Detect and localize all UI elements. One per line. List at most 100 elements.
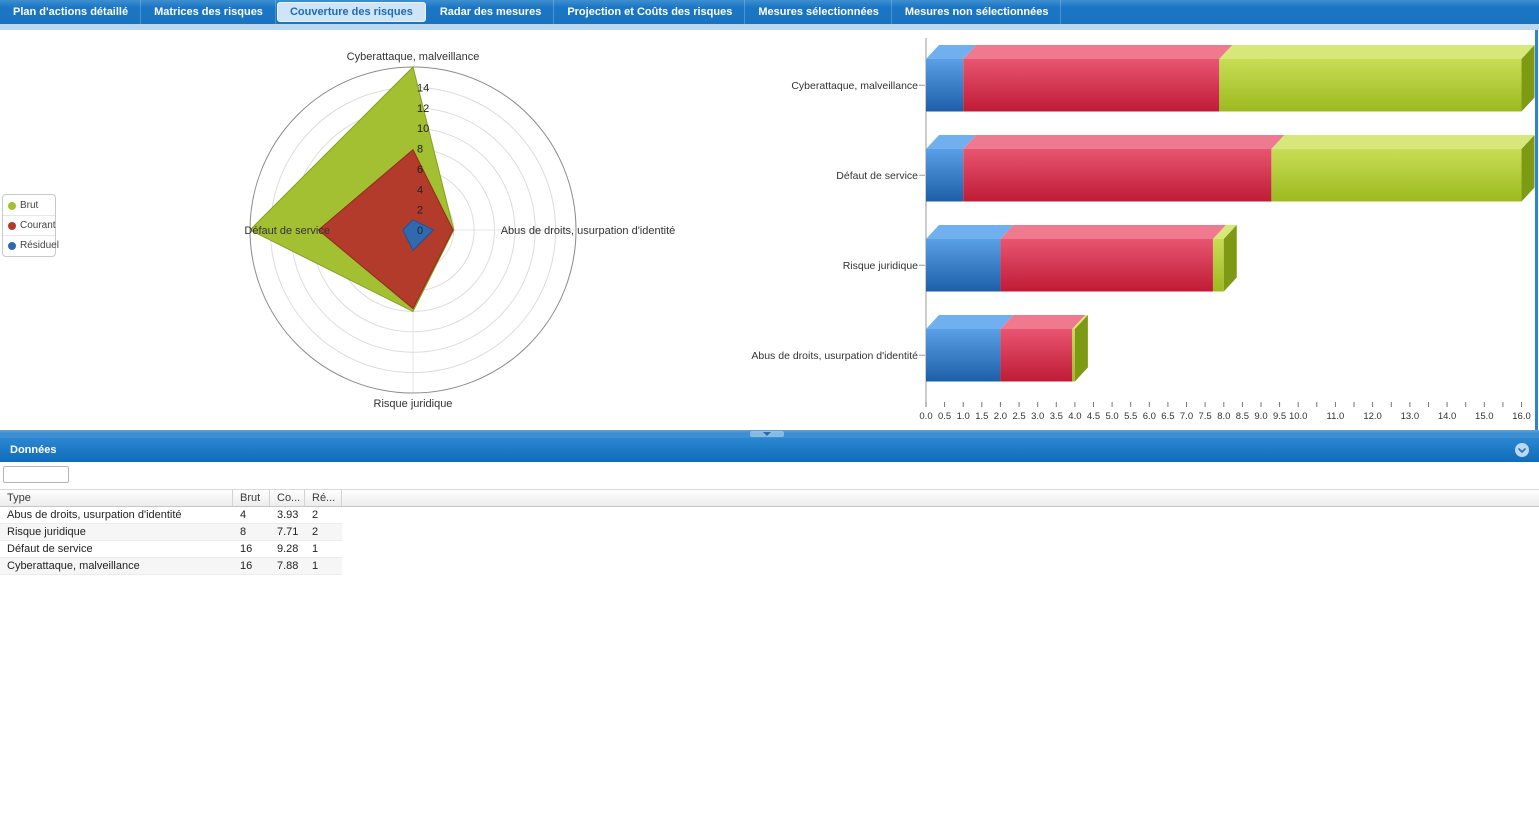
bar-segment-residuel <box>926 149 964 202</box>
bar-segment-top-face <box>1219 45 1535 59</box>
donnees-panel-title: Données <box>10 444 57 456</box>
legend-label: Brut <box>20 200 39 211</box>
tab-plan-d-actions-detaille[interactable]: Plan d'actions détaillé <box>0 0 141 24</box>
table-cell: 8 <box>240 526 247 538</box>
radar-chart: 0 2 4 6 8 10 12 14 Cyberattaque, malveillance Abu… <box>244 51 675 410</box>
legend-dot-icon <box>8 241 16 250</box>
table-cell: 1 <box>312 560 319 572</box>
chevron-down-icon[interactable] <box>1515 443 1529 457</box>
bar-segment-top-face <box>963 135 1285 149</box>
table-cell: Abus de droits, usurpation d'identité <box>7 509 182 521</box>
x-axis-tick-label: 2.0 <box>994 411 1007 422</box>
x-axis-tick-label: 6.5 <box>1161 411 1174 422</box>
radar-tick-label: 2 <box>417 205 423 217</box>
table-cell: 2 <box>312 526 319 538</box>
tab-mesures-non-selectionnees[interactable]: Mesures non sélectionnées <box>892 0 1062 24</box>
radar-tick-label: 12 <box>417 103 429 115</box>
table-row[interactable]: Cyberattaque, malveillance 16 7.88 1 <box>0 558 342 575</box>
column-header-type[interactable]: Type <box>0 490 233 506</box>
bar-segment-top-face <box>926 315 1014 329</box>
table-cell: Défaut de service <box>7 543 93 555</box>
x-axis-tick-label: 5.0 <box>1105 411 1118 422</box>
radar-axis-label: Risque juridique <box>374 398 453 410</box>
legend-dot-icon <box>8 221 16 230</box>
bar-segment-top-face <box>1072 315 1088 329</box>
x-axis-tick-label: 9.0 <box>1254 411 1267 422</box>
legend-item-brut[interactable]: Brut <box>3 196 55 216</box>
radar-tick-label: 4 <box>417 184 423 196</box>
column-header-filler <box>342 490 1539 506</box>
x-axis-tick-label: 14.0 <box>1438 411 1457 422</box>
radar-legend: Brut Courant Résiduel <box>2 194 59 257</box>
legend-label: Courant <box>20 220 56 231</box>
x-axis-tick-label: 13.0 <box>1401 411 1420 422</box>
x-axis-tick-label: 8.0 <box>1217 411 1230 422</box>
bar-segment-top-face <box>1212 225 1237 239</box>
table-cell: 1 <box>312 543 319 555</box>
data-grid: Type Brut Co... Ré... Abus de droits, usurp… <box>0 489 1539 575</box>
legend-dot-icon <box>8 201 16 210</box>
x-axis-tick-label: 11.0 <box>1327 411 1345 422</box>
radar-axis-label: Défaut de service <box>244 225 330 237</box>
legend-item-residuel[interactable]: Résiduel <box>3 236 59 255</box>
tabbar-bottom-strip <box>0 24 1539 30</box>
tab-projection-et-couts-des-risques[interactable]: Projection et Coûts des risques <box>554 0 745 24</box>
bar-segment-top-face <box>926 225 1014 239</box>
horizontal-splitter[interactable] <box>0 430 1539 438</box>
filter-input[interactable] <box>3 466 69 483</box>
x-axis-tick-label: 16.0 <box>1512 411 1531 422</box>
table-cell: Risque juridique <box>7 526 86 538</box>
bar-segment-residuel <box>926 59 964 112</box>
bar-segment-top-face <box>926 135 977 149</box>
x-axis-tick-label: 4.5 <box>1087 411 1100 422</box>
radar-axis-label: Cyberattaque, malveillance <box>347 51 480 63</box>
bar-segment-side-face <box>1223 225 1237 292</box>
bar-category-label: Défaut de service <box>836 170 918 182</box>
table-cell: 16 <box>240 543 253 555</box>
bar-segment-brut <box>1072 329 1075 382</box>
x-axis-tick-label: 1.5 <box>975 411 988 422</box>
x-axis-tick-label: 5.5 <box>1124 411 1137 422</box>
bar-segment-top-face <box>1000 225 1226 239</box>
radar-series-courant <box>317 148 454 310</box>
legend-item-courant[interactable]: Courant <box>3 216 56 236</box>
x-axis-tick-label: 7.0 <box>1180 411 1193 422</box>
radar-tick-label: 6 <box>417 164 423 176</box>
radar-tick-label: 10 <box>417 123 429 135</box>
bar-segment-top-face <box>1271 135 1535 149</box>
x-axis-tick-label: 3.0 <box>1031 411 1044 422</box>
table-cell: 16 <box>240 560 253 572</box>
bar-segment-side-face <box>1521 45 1535 112</box>
tab-matrices-des-risques[interactable]: Matrices des risques <box>141 0 276 24</box>
tab-bar: Plan d'actions détaillé Matrices des risq… <box>0 0 1539 24</box>
tab-radar-des-mesures[interactable]: Radar des mesures <box>427 0 555 24</box>
column-header-brut[interactable]: Brut <box>233 490 270 506</box>
donnees-panel-header: Données <box>0 438 1539 462</box>
table-row[interactable]: Défaut de service 16 9.28 1 <box>0 541 342 558</box>
tab-couverture-des-risques[interactable]: Couverture des risques <box>276 2 426 22</box>
x-axis-tick-label: 2.5 <box>1012 411 1025 422</box>
column-header-re[interactable]: Ré... <box>305 490 342 506</box>
stacked-bar-chart: Cyberattaque, malveillance Défaut de serv… <box>751 38 1535 422</box>
table-cell: 4 <box>240 509 247 521</box>
bar-category-label: Cyberattaque, malveillance <box>791 80 918 92</box>
x-axis-tick-label: 1.0 <box>957 411 970 422</box>
bar-segment-side-face <box>1521 135 1535 202</box>
radar-series-residuel <box>402 219 435 252</box>
table-row[interactable]: Abus de droits, usurpation d'identité 4 3.… <box>0 507 342 524</box>
tab-mesures-selectionnees[interactable]: Mesures sélectionnées <box>745 0 891 24</box>
column-header-co[interactable]: Co... <box>270 490 305 506</box>
bar-segment-top-face <box>926 45 977 59</box>
bar-segment-courant <box>1000 239 1213 292</box>
table-row[interactable]: Risque juridique 8 7.71 2 <box>0 524 342 541</box>
bar-segment-side-face <box>1074 315 1088 382</box>
x-axis-tick-label: 3.5 <box>1050 411 1063 422</box>
bar-segment-courant <box>1000 329 1073 382</box>
splitter-grip-icon[interactable] <box>750 431 784 437</box>
bar-segment-top-face <box>1000 315 1086 329</box>
radar-tick-label: 8 <box>417 144 423 156</box>
bar-segment-brut <box>1219 59 1522 112</box>
table-cell: Cyberattaque, malveillance <box>7 560 140 572</box>
bar-category-label: Risque juridique <box>843 260 918 272</box>
